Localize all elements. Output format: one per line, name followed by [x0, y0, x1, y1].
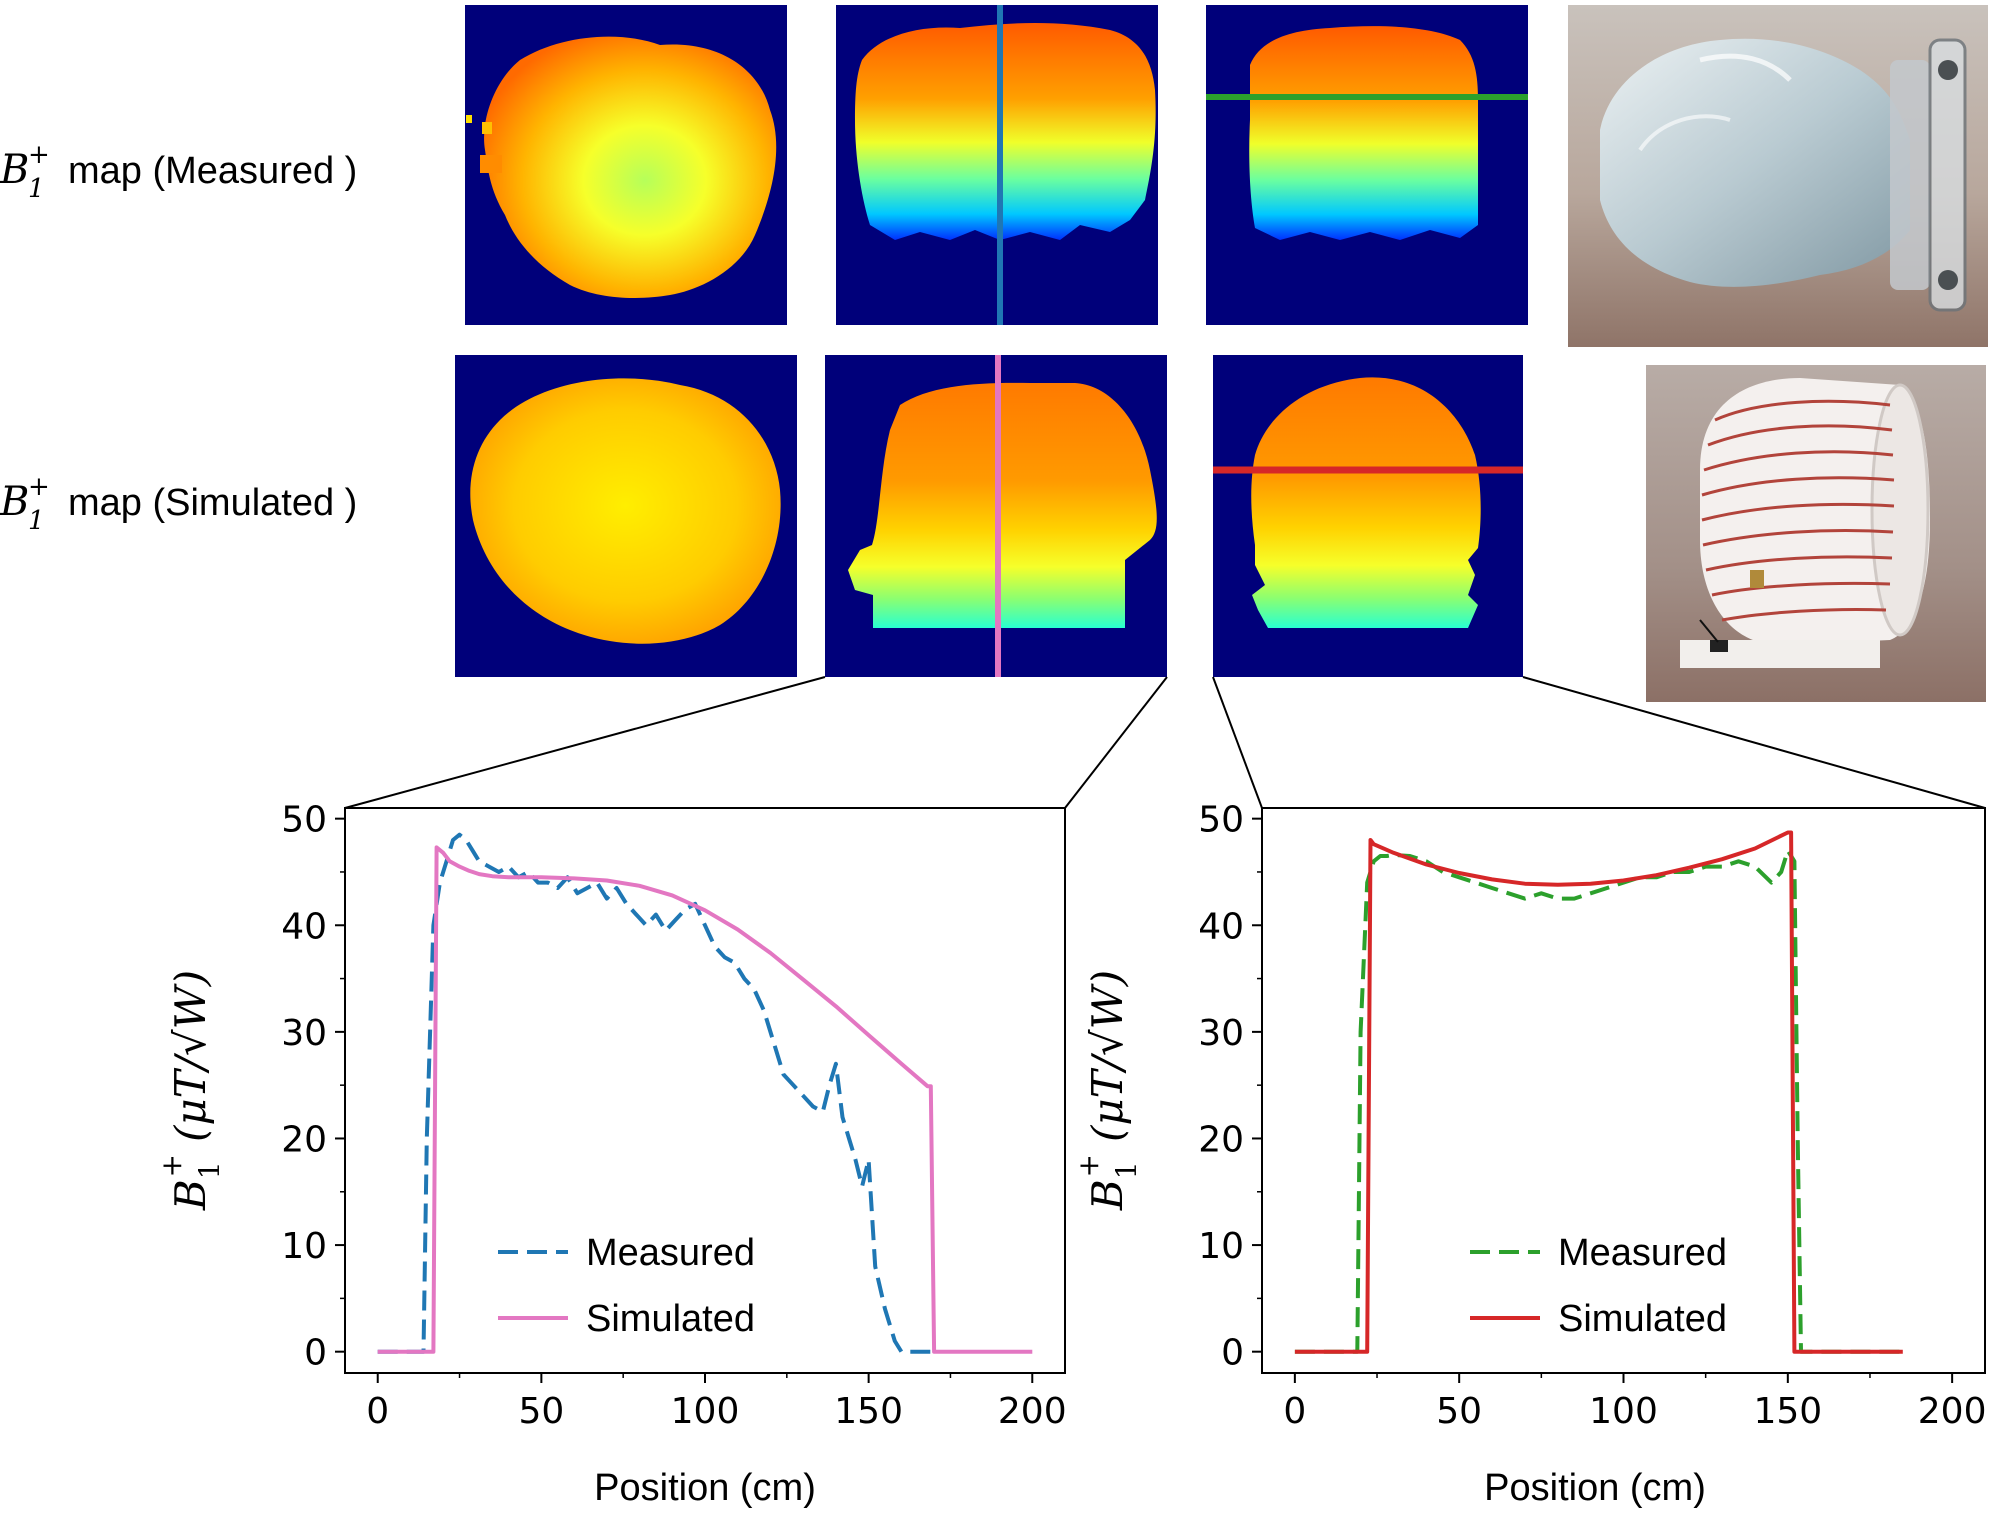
legend-label-simulated: Simulated [586, 1298, 755, 1340]
plot-frame [344, 807, 1066, 1374]
y-tick-label: 0 [1221, 1333, 1244, 1374]
series-line-simulated [377, 845, 1033, 1354]
x-tick-label: 50 [1436, 1391, 1482, 1432]
x-tick-label: 0 [366, 1391, 389, 1432]
y-tick-label: 40 [281, 906, 327, 947]
x-tick-label: 200 [998, 1391, 1067, 1432]
row-label-measured-sup: + [28, 140, 50, 170]
row-label-measured-symbol: B [0, 147, 29, 193]
chart-left: 0 50 100 150 200 0 10 20 30 40 50 Measured Simulated… [155, 800, 1067, 1509]
y-tick-label: 10 [281, 1226, 327, 1267]
row-label-measured-text: map (Measured ) [68, 150, 357, 192]
x-tick-label: 150 [1753, 1391, 1822, 1432]
chart-right: 0 50 100 150 200 0 10 20 30 40 50 Measured Simulated… [1072, 800, 1986, 1509]
x-tick-label: 100 [1589, 1391, 1658, 1432]
y-tick-label: 50 [281, 800, 327, 841]
x-tick-label: 50 [518, 1391, 564, 1432]
y-tick-label: 40 [1198, 906, 1244, 947]
x-tick-label: 0 [1283, 1391, 1306, 1432]
y-tick-label: 30 [281, 1013, 327, 1054]
legend-label-measured: Measured [1558, 1232, 1727, 1274]
connector-lines [344, 676, 1986, 809]
row-label-measured: B 1 + map (Measured ) [0, 140, 357, 204]
legend-label-simulated: Simulated [1558, 1298, 1727, 1340]
x-tick-label: 200 [1918, 1391, 1987, 1432]
y-tick-label: 30 [1198, 1013, 1244, 1054]
measured-sagittal-map [836, 5, 1158, 325]
head-phantom-photo [1568, 5, 1988, 347]
x-tick-label: 150 [834, 1391, 903, 1432]
y-axis-label: B1+(μT/√W) [155, 970, 226, 1211]
series-line-measured [1294, 848, 1903, 1354]
measured-axial-map [465, 5, 787, 325]
x-axis-label: Position (cm) [594, 1467, 816, 1509]
row-label-simulated-text: map (Simulated ) [68, 482, 357, 524]
x-tick-label: 100 [671, 1391, 740, 1432]
measured-coronal-map [1206, 5, 1528, 325]
x-axis-label: Position (cm) [1484, 1467, 1706, 1509]
row-label-simulated-symbol: B [0, 479, 29, 525]
y-tick-label: 10 [1198, 1226, 1244, 1267]
row-label-simulated: B 1 + map (Simulated ) [0, 472, 357, 536]
y-tick-label: 50 [1198, 800, 1244, 841]
y-tick-label: 20 [1198, 1119, 1244, 1160]
series-line-measured [377, 832, 935, 1354]
y-tick-label: 20 [281, 1119, 327, 1160]
y-tick-label: 0 [304, 1333, 327, 1374]
y-axis-label: B1+(μT/√W) [1072, 970, 1143, 1211]
coil-photo [1646, 365, 1986, 702]
legend-label-measured: Measured [586, 1232, 755, 1274]
row-label-simulated-sub: 1 [28, 506, 45, 536]
row-label-simulated-sup: + [28, 472, 50, 502]
series-line-simulated [1294, 830, 1903, 1354]
simulated-sagittal-map [825, 355, 1167, 677]
simulated-coronal-map [1213, 355, 1523, 677]
row-label-measured-sub: 1 [28, 174, 45, 204]
simulated-axial-map [455, 355, 797, 677]
